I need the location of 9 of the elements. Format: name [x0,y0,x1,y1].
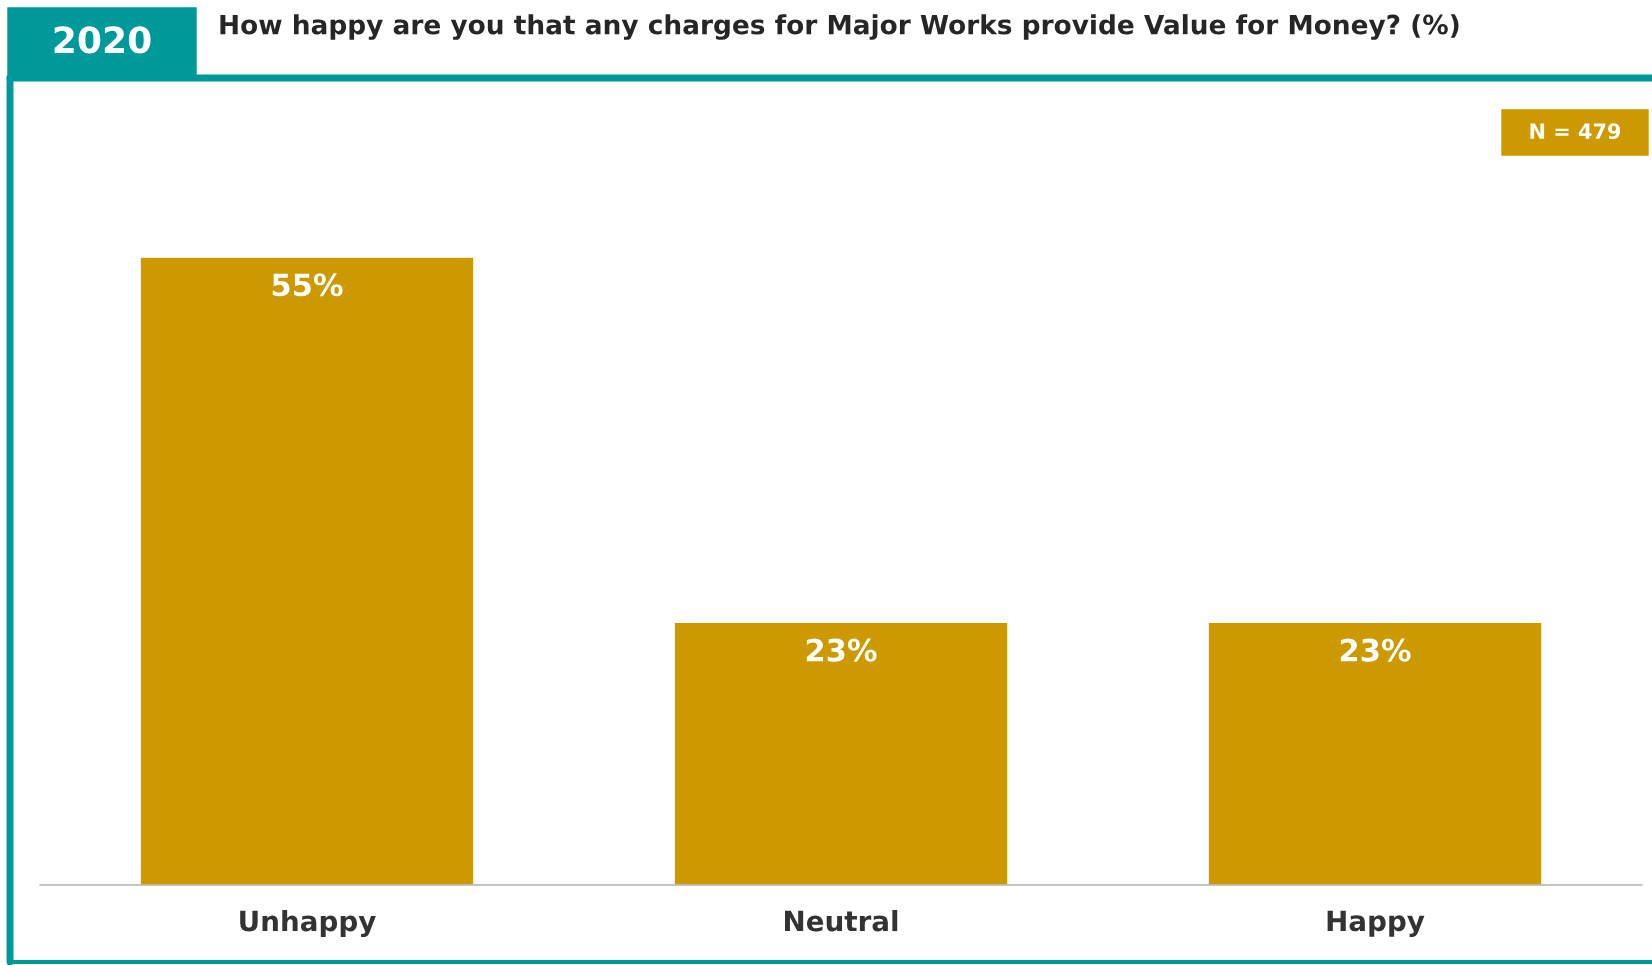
text: 2020 [54,26,151,54]
chart-title: How happy are you that any charges for Major Works provide Value for Money? (%) [220,14,1459,40]
x-tick-label: Happy [1327,910,1425,937]
x-tick-label: Unhappy [240,910,376,938]
data-label: 55% [272,273,343,297]
data-label: 23% [1340,638,1411,662]
x-tick-label: Neutral [785,910,898,932]
text: N = 479 [1530,123,1621,140]
data-label: 23% [806,638,877,662]
